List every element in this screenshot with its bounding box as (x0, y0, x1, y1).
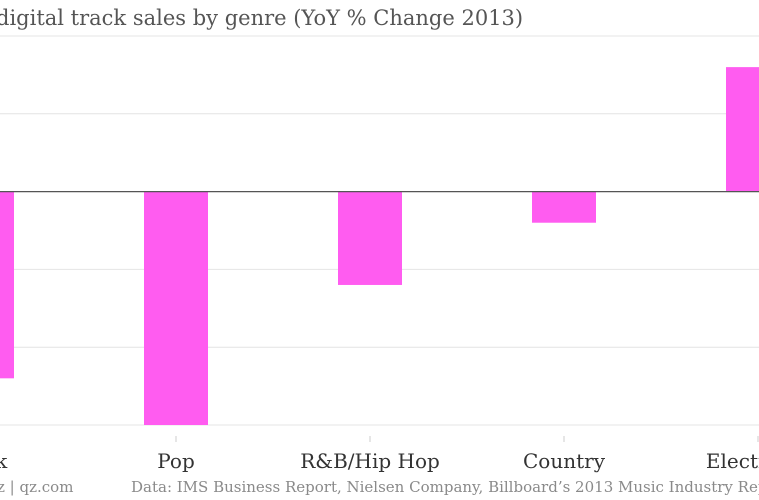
x-label-r-b-hip-hop: R&B/Hip Hop (300, 449, 440, 473)
x-label-rock: Rock (0, 449, 8, 473)
footer-credit: z | qz.com (0, 478, 74, 496)
x-label-country: Country (523, 449, 606, 473)
bar-r-b-hip-hop (338, 191, 402, 285)
bars (0, 67, 759, 425)
bar-rock (0, 191, 14, 379)
x-axis-ticks (175, 436, 759, 442)
x-label-electronic: Electronic (706, 449, 759, 473)
bar-pop (144, 191, 208, 425)
bar-country (532, 191, 596, 223)
x-label-pop: Pop (157, 449, 195, 473)
bar-electronic (726, 67, 759, 192)
footer-source: Data: IMS Business Report, Nielsen Compa… (131, 478, 759, 496)
chart-title: digital track sales by genre (YoY % Chan… (0, 6, 524, 30)
x-axis-labels: Rock Pop R&B/Hip Hop Country Electronic (0, 449, 759, 473)
